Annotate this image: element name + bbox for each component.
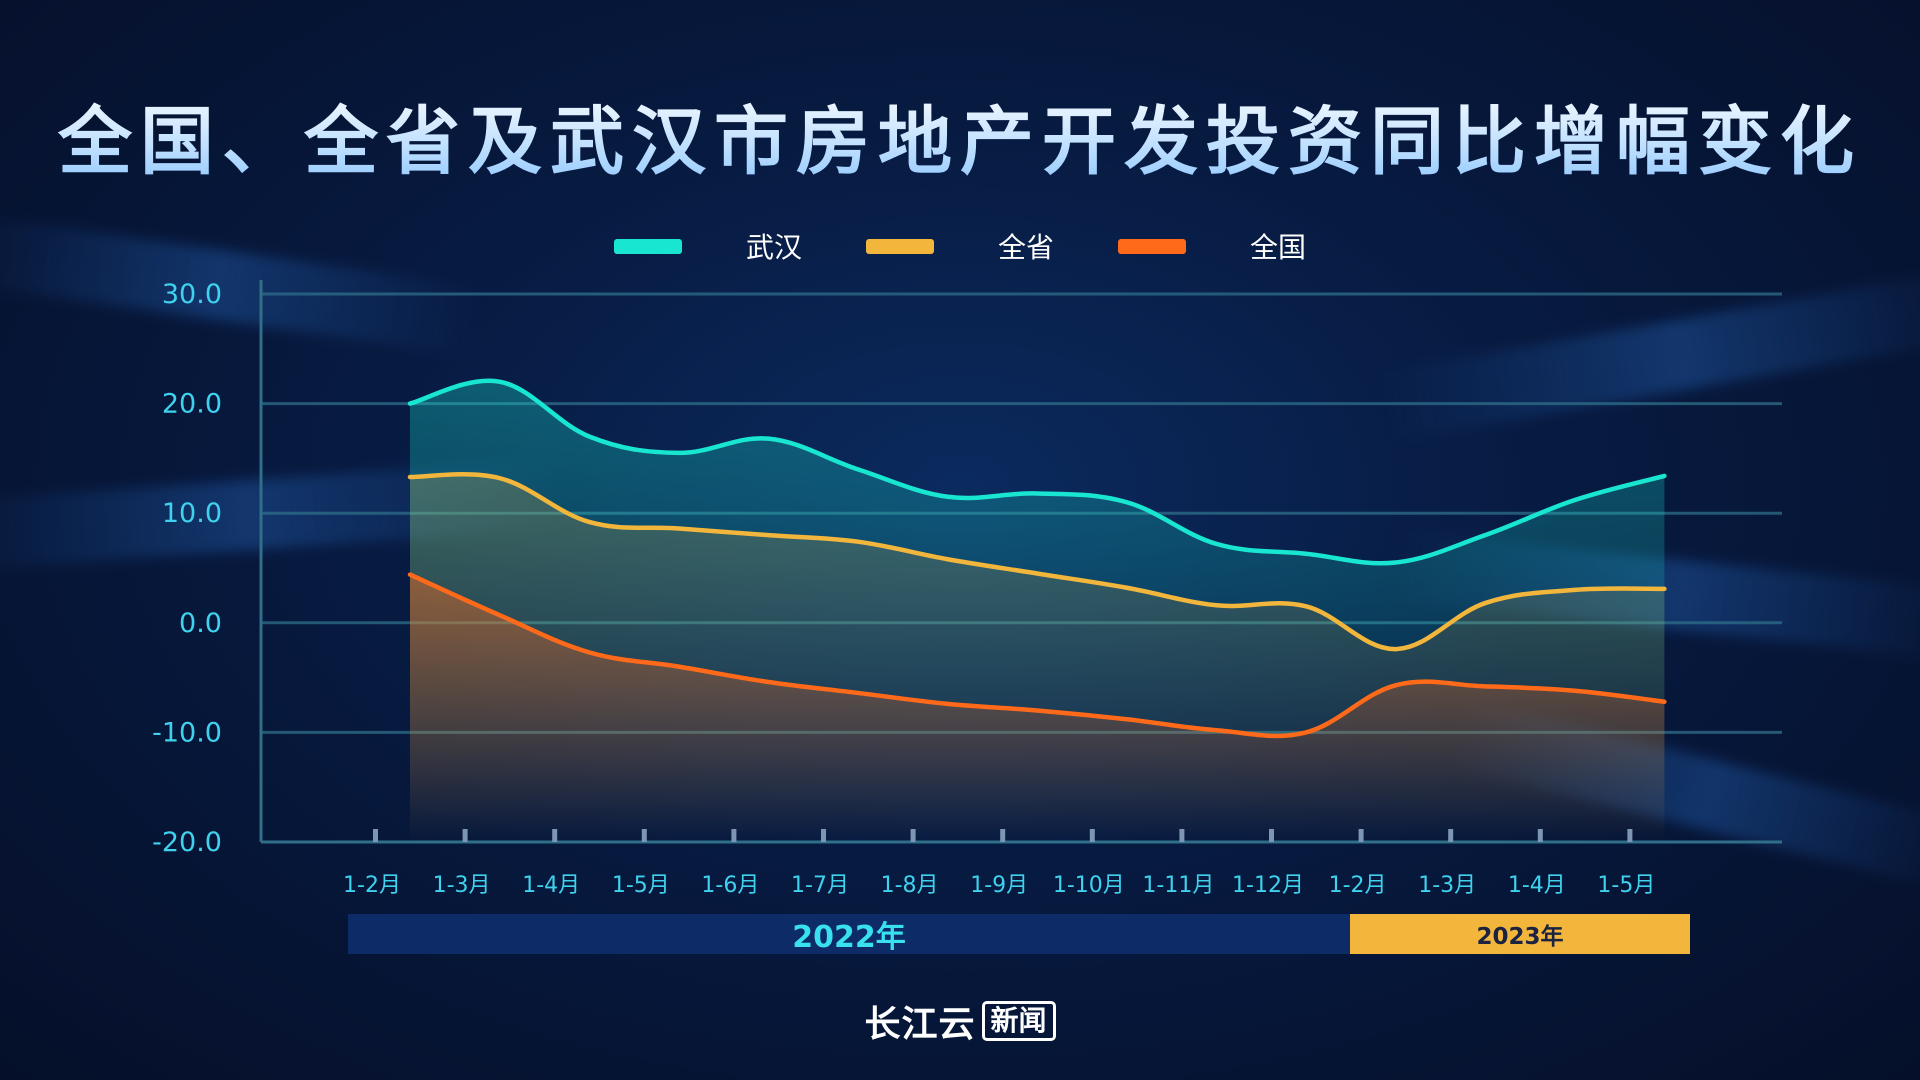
legend-item-national[interactable]: 全国 xyxy=(1118,226,1306,266)
x-tick-mark xyxy=(910,829,916,842)
legend-label-national: 全国 xyxy=(1250,231,1307,264)
x-tick-label: 1-4月 xyxy=(522,873,580,898)
series-line-national[interactable] xyxy=(407,572,1667,739)
series-area-national xyxy=(410,574,1665,842)
brand-name: 长江云 xyxy=(864,1004,976,1045)
x-tick-label: 1-10月 xyxy=(1053,873,1125,898)
x-tick-mark xyxy=(552,829,558,842)
chart-title: 全国、全省及武汉市房地产开发投资同比增幅变化 xyxy=(0,82,1920,189)
year-segment-2023: 2023年 xyxy=(1350,914,1690,954)
x-tick-label: 1-7月 xyxy=(791,873,849,898)
y-tick-label: 30.0 xyxy=(162,279,222,310)
legend-label-province: 全省 xyxy=(997,231,1054,264)
legend-item-province[interactable]: 全省 xyxy=(865,226,1054,266)
year-segment-2022: 2022年 xyxy=(348,914,1350,955)
x-tick-label: 1-9月 xyxy=(970,873,1028,898)
x-tick-label: 1-2月 xyxy=(343,873,401,898)
x-tick-label: 1-12月 xyxy=(1232,873,1304,898)
y-tick-label: -20.0 xyxy=(152,827,222,858)
x-tick-mark xyxy=(1448,829,1454,842)
x-tick-label: 1-5月 xyxy=(1597,873,1655,898)
legend: 武汉 全省 全国 xyxy=(0,222,1920,270)
series-lines xyxy=(407,378,1667,739)
x-tick-mark xyxy=(1269,829,1274,842)
x-tick-mark xyxy=(1358,829,1364,842)
y-tick-label: 0.0 xyxy=(179,608,222,639)
y-tick-label: 10.0 xyxy=(162,498,222,529)
x-tick-label: 1-3月 xyxy=(1418,873,1476,898)
y-tick-label: -10.0 xyxy=(152,717,222,748)
legend-item-wuhan[interactable]: 武汉 xyxy=(613,226,802,266)
x-tick-label: 1-2月 xyxy=(1329,873,1387,898)
series-areas xyxy=(410,380,1665,842)
brand-logo: 长江云 新闻 xyxy=(0,995,1920,1047)
x-tick-mark xyxy=(821,829,826,842)
x-tick-mark xyxy=(641,829,647,842)
legend-label-wuhan: 武汉 xyxy=(745,231,802,264)
x-tick-label: 1-8月 xyxy=(881,873,939,898)
x-tick-mark xyxy=(1089,829,1095,842)
x-tick-label: 1-11月 xyxy=(1142,873,1214,898)
x-tick-mark xyxy=(1627,829,1633,842)
x-tick-mark xyxy=(1537,829,1543,842)
axes: 30.0 20.0 10.0 0.0 -10.0 -20.0 1-2月 1-3月 1-4月 1-5… xyxy=(152,279,1782,898)
x-tick-mark xyxy=(1179,829,1185,842)
y-tick-label: 20.0 xyxy=(162,389,222,420)
legend-swatch-wuhan xyxy=(613,238,682,254)
x-tick-mark xyxy=(1000,829,1006,842)
x-tick-mark xyxy=(373,829,378,842)
series-line-wuhan[interactable] xyxy=(407,378,1667,566)
x-tick-label: 1-5月 xyxy=(612,873,670,898)
brand-badge: 新闻 xyxy=(981,1001,1056,1041)
x-tick-label: 1-4月 xyxy=(1508,873,1566,898)
legend-swatch-province xyxy=(865,238,934,254)
legend-swatch-national xyxy=(1118,238,1186,254)
year-band: 2022年 2023年 xyxy=(348,914,1690,955)
x-tick-mark xyxy=(462,829,468,842)
x-tick-label: 1-3月 xyxy=(433,873,491,898)
x-tick-mark xyxy=(731,829,737,842)
series-line-province[interactable] xyxy=(407,472,1667,652)
x-tick-label: 1-6月 xyxy=(701,873,759,898)
